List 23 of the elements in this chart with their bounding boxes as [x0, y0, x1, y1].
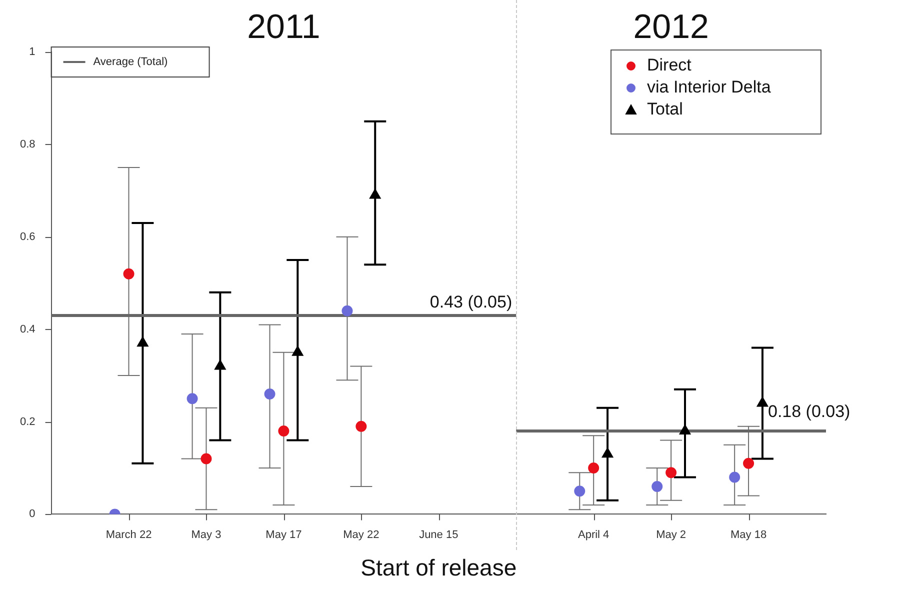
x-tick-label: June 15 [419, 528, 458, 541]
x-axis-title: Start of release [360, 554, 517, 581]
legend-label: via Interior Delta [647, 78, 772, 97]
legend-label: Direct [647, 56, 692, 75]
y-tick-label: 0 [29, 508, 36, 520]
legend-label: Total [647, 100, 683, 119]
y-tick-label: 0.6 [20, 230, 36, 243]
x-tick-label: March 22 [106, 528, 152, 541]
x-tick-label: May 17 [266, 528, 302, 541]
annotation: 0.18 (0.03) [768, 402, 850, 422]
x-tick-label: May 2 [656, 528, 686, 541]
y-tick-label: 0.8 [20, 138, 36, 150]
text: 2012 [633, 8, 709, 46]
annotation: 0.43 (0.05) [430, 292, 512, 312]
y-tick-label: 0.4 [20, 323, 36, 336]
x-tick-label: May 3 [191, 528, 222, 541]
x-tick-label: May 18 [730, 528, 767, 541]
y-tick-label: 1 [29, 46, 36, 58]
text: 2011 [247, 8, 320, 46]
y-tick-label: 0.2 [20, 416, 36, 428]
legend-label: Average (Total) [93, 56, 168, 68]
x-tick-label: May 22 [343, 528, 380, 541]
x-tick-label: April 4 [578, 528, 610, 541]
